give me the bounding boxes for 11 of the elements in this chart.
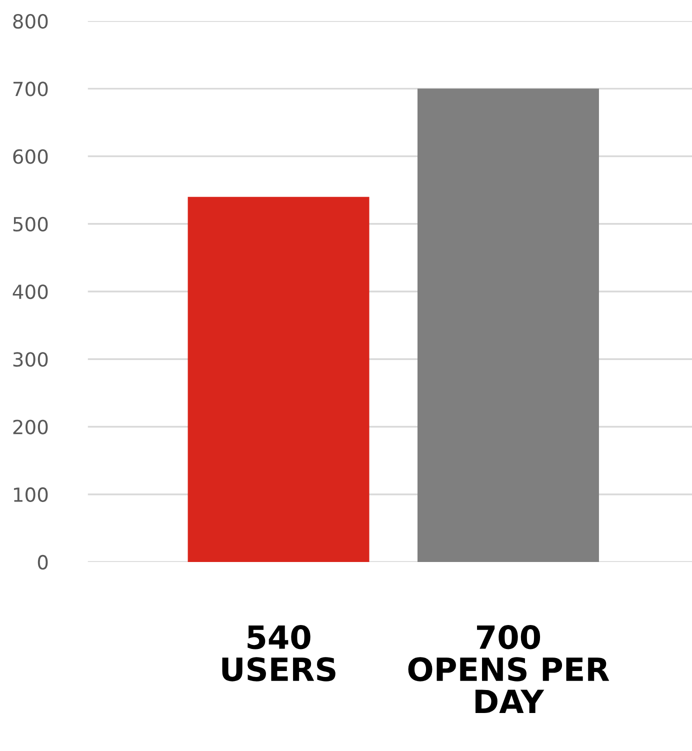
y-tick-label: 200: [13, 420, 48, 434]
y-tick-label: 700: [13, 82, 48, 96]
y-tick-label: 500: [13, 216, 48, 232]
x-tick-label: 700 OPENS PER DAY: [408, 625, 610, 714]
y-tick-label: 600: [13, 149, 48, 164]
x-tick-label: 540 USERS: [222, 625, 336, 682]
y-tick-label: 100: [14, 487, 48, 502]
y-tick-label: 800: [13, 14, 48, 29]
y-tick-label: 400: [12, 284, 48, 300]
y-tick-label: 0: [38, 554, 48, 570]
y-tick-label: 300: [13, 352, 48, 367]
